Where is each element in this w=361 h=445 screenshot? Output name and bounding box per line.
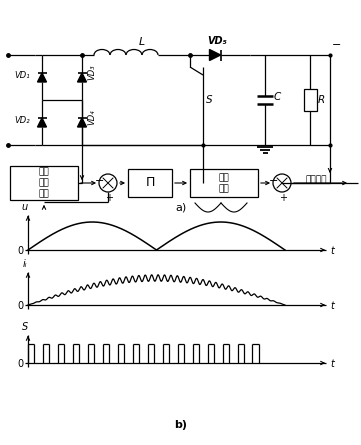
Polygon shape bbox=[38, 118, 47, 127]
Text: L: L bbox=[139, 37, 145, 47]
Text: Π: Π bbox=[145, 177, 155, 190]
Text: −: − bbox=[95, 176, 105, 186]
Text: t: t bbox=[330, 359, 334, 369]
Text: 电压给定: 电压给定 bbox=[305, 175, 326, 185]
Text: VD₄: VD₄ bbox=[87, 109, 96, 125]
Polygon shape bbox=[38, 73, 47, 82]
Bar bbox=[128, 169, 172, 197]
Text: t: t bbox=[330, 246, 334, 256]
Text: +: + bbox=[105, 193, 113, 203]
Text: C: C bbox=[274, 92, 281, 102]
Text: a): a) bbox=[175, 202, 187, 212]
Text: 0: 0 bbox=[17, 359, 23, 369]
Text: +: + bbox=[279, 193, 287, 203]
Text: VD₃: VD₃ bbox=[87, 65, 96, 80]
Text: 0: 0 bbox=[17, 301, 23, 311]
Polygon shape bbox=[78, 118, 87, 127]
Text: VD₅: VD₅ bbox=[207, 36, 227, 46]
Text: 电流
跟踪
控制: 电流 跟踪 控制 bbox=[39, 167, 49, 198]
Text: t: t bbox=[330, 301, 334, 311]
Text: 电压
控制: 电压 控制 bbox=[219, 173, 229, 193]
Text: VD₁: VD₁ bbox=[14, 71, 30, 80]
Text: u: u bbox=[22, 202, 28, 212]
Text: R: R bbox=[318, 95, 325, 105]
Polygon shape bbox=[78, 73, 87, 82]
Text: −: − bbox=[332, 40, 342, 50]
Bar bbox=[10, 166, 78, 200]
Polygon shape bbox=[209, 49, 221, 61]
Text: −: − bbox=[269, 176, 279, 186]
Text: 0: 0 bbox=[17, 246, 23, 256]
Text: S: S bbox=[206, 95, 213, 105]
Bar bbox=[190, 169, 258, 197]
Text: VD₂: VD₂ bbox=[14, 116, 30, 125]
Text: iₗ: iₗ bbox=[23, 259, 27, 269]
Text: S: S bbox=[22, 322, 28, 332]
Bar bbox=[304, 89, 317, 111]
Text: b): b) bbox=[174, 420, 187, 430]
